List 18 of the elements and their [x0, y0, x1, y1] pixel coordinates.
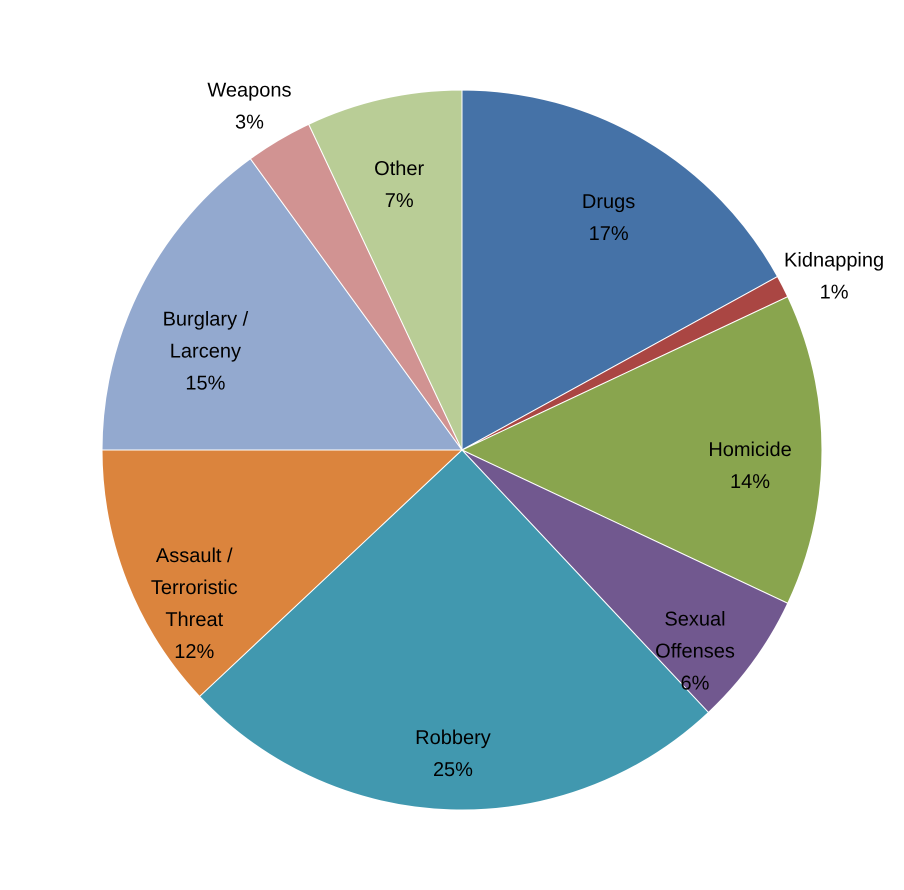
slice-label: Other: [374, 158, 425, 180]
data-label: 17%: [588, 223, 629, 246]
data-label: 15%: [185, 372, 226, 394]
slice-label: Drugs: [582, 191, 636, 214]
slice-label: Assault / Terroristic Threat: [150, 545, 238, 632]
data-label: 12%: [174, 641, 214, 664]
slice-label: Homicide: [708, 439, 792, 461]
data-label: 25%: [432, 758, 474, 781]
slice-label: Burglary / Larceny: [162, 308, 249, 362]
data-label: 14%: [730, 471, 770, 493]
data-label: 7%: [384, 190, 414, 212]
data-label: 1%: [820, 281, 849, 304]
slice-label: Kidnapping: [784, 249, 884, 272]
data-label: 3%: [234, 112, 264, 134]
slice-label: Sexual Offenses: [655, 608, 735, 662]
slice-label: Robbery: [415, 726, 491, 749]
data-label: 6%: [680, 672, 710, 694]
slice-label: Weapons: [207, 80, 292, 102]
